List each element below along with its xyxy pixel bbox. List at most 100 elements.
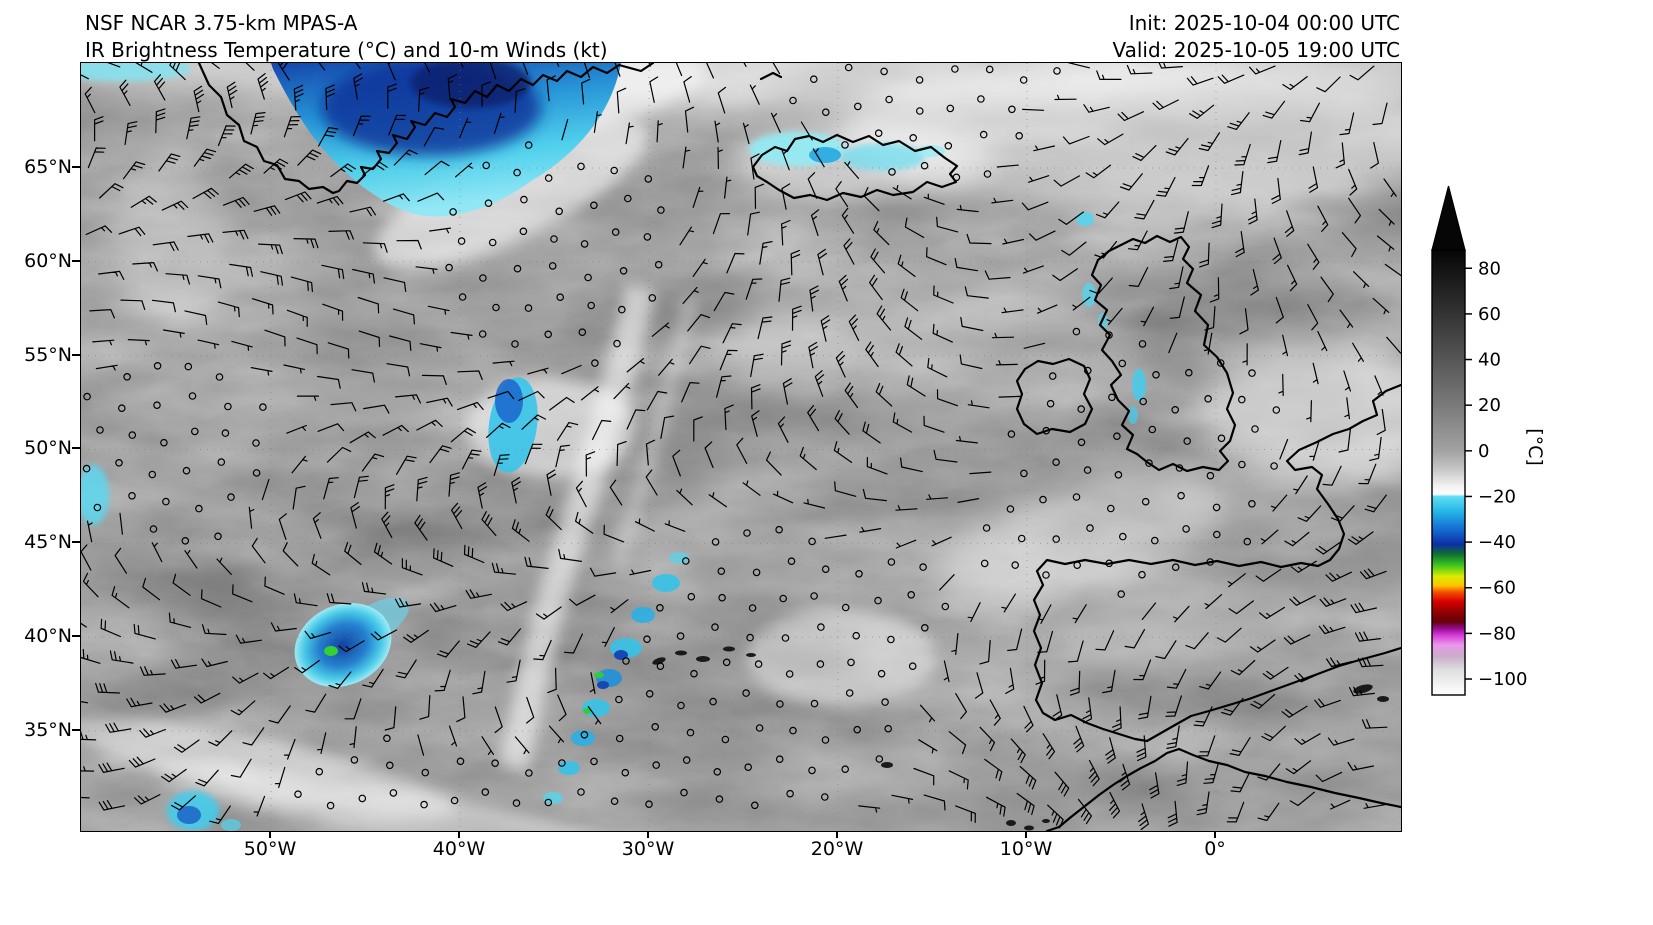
calm-wind-circle xyxy=(1238,460,1246,469)
calm-wind-circle xyxy=(148,470,157,479)
run-info-block: Init: 2025-10-04 00:00 UTC Valid: 2025-1… xyxy=(1000,10,1400,64)
calm-wind-circle xyxy=(1148,425,1157,434)
y-tick-label: 55°N xyxy=(24,343,72,366)
calm-wind-circle xyxy=(1139,397,1148,406)
map-panel xyxy=(41,31,1441,855)
calm-wind-circle xyxy=(1217,434,1226,443)
calm-wind-circle xyxy=(1183,437,1192,445)
calm-wind-circle xyxy=(611,228,620,236)
calm-wind-circle xyxy=(1007,430,1016,438)
calm-wind-circle xyxy=(652,761,661,769)
calm-wind-circle xyxy=(580,730,589,739)
calm-wind-circle xyxy=(1151,536,1159,545)
calm-wind-circle xyxy=(520,195,528,204)
calm-wind-circle xyxy=(755,724,764,732)
x-tick-label: 40°W xyxy=(432,838,486,860)
calm-wind-circle xyxy=(1182,525,1190,533)
britain-coast xyxy=(1090,234,1237,473)
y-tick-mark xyxy=(72,259,80,262)
calm-wind-circle xyxy=(252,469,261,477)
calm-wind-circle xyxy=(643,635,651,644)
calm-wind-circle xyxy=(615,695,623,704)
calm-wind-circle xyxy=(544,174,553,182)
calm-wind-circle xyxy=(656,603,664,612)
calm-wind-circle xyxy=(682,756,691,764)
calm-wind-circle xyxy=(711,538,720,546)
calm-wind-circle xyxy=(512,799,521,807)
y-tick-label: 40°N xyxy=(24,625,72,648)
calm-wind-circle xyxy=(1248,369,1256,377)
calm-wind-circle xyxy=(456,757,465,766)
calm-wind-circle xyxy=(847,658,855,667)
calm-wind-circle xyxy=(1073,561,1082,570)
y-tick-mark xyxy=(72,447,80,450)
calm-wind-circle xyxy=(841,141,849,149)
calm-wind-circle xyxy=(651,722,660,731)
calm-wind-circle xyxy=(1114,470,1123,479)
calm-wind-circle xyxy=(853,102,862,111)
calm-wind-circle xyxy=(548,262,557,270)
calm-wind-circle xyxy=(577,788,585,796)
calm-wind-circle xyxy=(718,593,726,602)
calm-wind-circle xyxy=(1083,366,1092,375)
calm-wind-circle xyxy=(810,592,818,600)
calm-wind-circle xyxy=(149,525,158,533)
calm-wind-circle xyxy=(952,173,961,182)
calm-wind-circle xyxy=(713,767,722,776)
calm-wind-circle xyxy=(558,759,566,767)
calm-wind-circle xyxy=(590,757,598,766)
calm-wind-circle xyxy=(181,536,190,545)
calm-wind-circle xyxy=(657,206,665,214)
calm-wind-circle xyxy=(721,735,730,744)
calm-wind-circle xyxy=(160,438,168,447)
islands xyxy=(652,646,1389,831)
calm-wind-circle xyxy=(96,426,104,434)
calm-wind-circle xyxy=(1238,395,1246,404)
x-tick-mark xyxy=(1214,831,1216,838)
calm-wind-circle xyxy=(621,768,630,777)
calm-wind-circle xyxy=(915,76,924,84)
calm-wind-circle xyxy=(853,725,862,734)
calm-wind-circle xyxy=(1008,105,1016,114)
calm-wind-circle xyxy=(195,504,203,513)
calm-wind-circle xyxy=(781,634,790,642)
y-tick-label: 65°N xyxy=(24,156,72,178)
calm-wind-circle xyxy=(644,175,653,183)
calm-wind-circle xyxy=(1177,491,1185,500)
calm-wind-circle xyxy=(383,734,391,743)
calm-wind-circle xyxy=(748,604,757,612)
calm-wind-circle xyxy=(1171,405,1180,414)
calm-wind-circle xyxy=(1270,462,1278,470)
calm-wind-circle xyxy=(389,789,398,797)
canary-island xyxy=(1042,819,1050,823)
calm-wind-circle xyxy=(785,670,794,678)
calm-wind-circle xyxy=(920,161,929,170)
jan-mayen-coast xyxy=(759,71,783,81)
calm-wind-circle xyxy=(221,429,230,437)
iceland-coast xyxy=(751,133,959,202)
calm-wind-circle xyxy=(809,75,818,84)
calm-wind-circle xyxy=(1042,571,1050,579)
calm-wind-circle xyxy=(578,328,587,337)
calm-wind-circle xyxy=(717,567,726,576)
calm-wind-circle xyxy=(525,769,533,777)
y-tick-mark xyxy=(72,166,80,168)
calm-wind-circle xyxy=(1052,535,1061,543)
calm-wind-circle xyxy=(1020,469,1028,478)
calm-wind-circle xyxy=(743,529,751,537)
calm-wind-circle xyxy=(787,557,796,566)
calm-wind-circle xyxy=(1206,471,1215,480)
y-tick-label: 35°N xyxy=(24,718,72,741)
x-tick-label: 10°W xyxy=(999,838,1053,860)
calm-wind-circle xyxy=(817,623,825,631)
calm-wind-circle xyxy=(977,95,985,103)
calm-wind-circle xyxy=(457,237,466,245)
calm-wind-circle xyxy=(844,63,853,72)
calm-wind-circle xyxy=(479,274,487,282)
y-tick-label: 50°N xyxy=(24,437,72,460)
calm-wind-circle xyxy=(492,303,500,312)
calm-wind-circle xyxy=(742,689,750,697)
colorbar-unit-label: [°C] xyxy=(1523,428,1546,466)
calm-wind-circle xyxy=(184,362,193,371)
